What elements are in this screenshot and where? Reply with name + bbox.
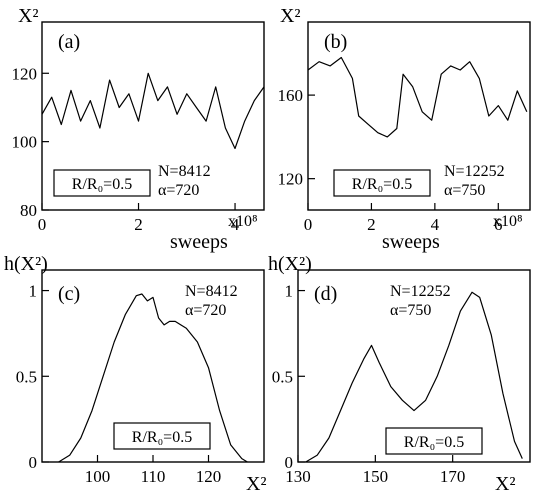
x-tick-label-a-0: 0	[38, 215, 47, 234]
series-line-b	[307, 56, 528, 138]
panel-tag-d: (d)	[314, 283, 337, 305]
x-multiplier-b: x10⁸	[493, 213, 523, 230]
annotation-c-0: N=8412	[185, 283, 238, 300]
y-tick-label-c-1: 0.5	[16, 367, 37, 386]
panel-tag-b: (b)	[324, 31, 347, 53]
x-tick-label-b-2: 4	[431, 215, 440, 234]
x-tick-label-b-3: 6	[494, 215, 503, 234]
y-tick-label-a-2: 120	[12, 64, 38, 83]
annotation-b-0: N=12252	[444, 163, 505, 180]
x-tick-label-a-2: 4	[231, 215, 240, 234]
x-tick-label-c-0: 100	[85, 467, 111, 486]
y-tick-label-c-2: 1	[29, 282, 38, 301]
ylabel-d: h(X²)	[268, 253, 312, 275]
ratio-box-label-a: R/R₀=0.5	[72, 176, 132, 193]
y-tick-label-b-0: 120	[278, 170, 304, 189]
plot-frame-b	[307, 21, 531, 211]
ratio-box-c	[113, 422, 211, 450]
annotation-a-0: N=8412	[158, 163, 211, 180]
ratio-box-label-c: R/R₀=0.5	[132, 429, 192, 446]
panel-d: h(X²) X² 130 150 170 0 0.5 1 (d) N=12252 α=750 R/…	[268, 253, 531, 495]
ylabel-a: X²	[18, 5, 38, 27]
shared-xlabel-sweeps-right: sweeps	[382, 231, 440, 253]
shared-xlabel-sweeps-left: sweeps	[170, 231, 228, 253]
ratio-box-label-b: R/R₀=0.5	[352, 176, 412, 193]
ratio-box-b	[333, 169, 431, 197]
annotation-b-1: α=750	[444, 182, 485, 199]
panel-a: X² sweeps 0 2 4 80 100 120 (a) N=8412 α=720 R/R₀=…	[12, 5, 265, 253]
ylabel-c: h(X²)	[4, 253, 48, 275]
y-tick-label-d-0: 0	[285, 453, 294, 472]
y-tick-label-d-1: 0.5	[272, 367, 293, 386]
y-tick-label-c-0: 0	[29, 453, 38, 472]
x-tick-label-b-0: 0	[304, 215, 313, 234]
y-tick-label-d-2: 1	[285, 282, 294, 301]
y-tick-label-a-1: 100	[12, 133, 38, 152]
ratio-box-d	[385, 427, 483, 455]
ratio-box-a	[53, 169, 151, 197]
ylabel-b: X²	[280, 5, 300, 27]
panel-b: X² sweeps 0 2 4 6 120 160 (b) N=12252 α=750 R/R₀=…	[278, 5, 531, 253]
xlabel-c: X²	[246, 473, 266, 495]
plot-frame-d	[297, 269, 531, 463]
xlabel-d: X²	[495, 473, 515, 495]
series-line-d	[305, 291, 523, 463]
annotation-d-0: N=12252	[390, 283, 451, 300]
panel-tag-c: (c)	[58, 283, 80, 305]
y-tick-label-b-1: 160	[278, 86, 304, 105]
x-tick-label-c-1: 110	[141, 467, 166, 486]
plot-frame-a	[41, 21, 265, 211]
series-line-a	[41, 72, 265, 150]
y-tick-label-a-0: 80	[20, 201, 37, 220]
x-tick-label-b-1: 2	[367, 215, 376, 234]
x-tick-label-d-0: 130	[285, 467, 311, 486]
panel-c: h(X²) X² 100 110 120 0 0.5 1 (c) N=8412 α=720 R/R…	[4, 253, 266, 495]
annotation-c-1: α=720	[185, 302, 226, 319]
x-tick-label-c-2: 120	[196, 467, 222, 486]
series-line-c	[58, 293, 248, 463]
x-multiplier-a: x10⁸	[228, 213, 258, 230]
panel-tag-a: (a)	[58, 31, 80, 53]
x-tick-label-d-2: 170	[440, 467, 466, 486]
annotation-d-1: α=750	[390, 302, 431, 319]
x-tick-label-a-1: 2	[134, 215, 143, 234]
annotation-a-1: α=720	[158, 182, 199, 199]
x-tick-label-d-1: 150	[363, 467, 389, 486]
ratio-box-label-d: R/R₀=0.5	[404, 434, 464, 451]
